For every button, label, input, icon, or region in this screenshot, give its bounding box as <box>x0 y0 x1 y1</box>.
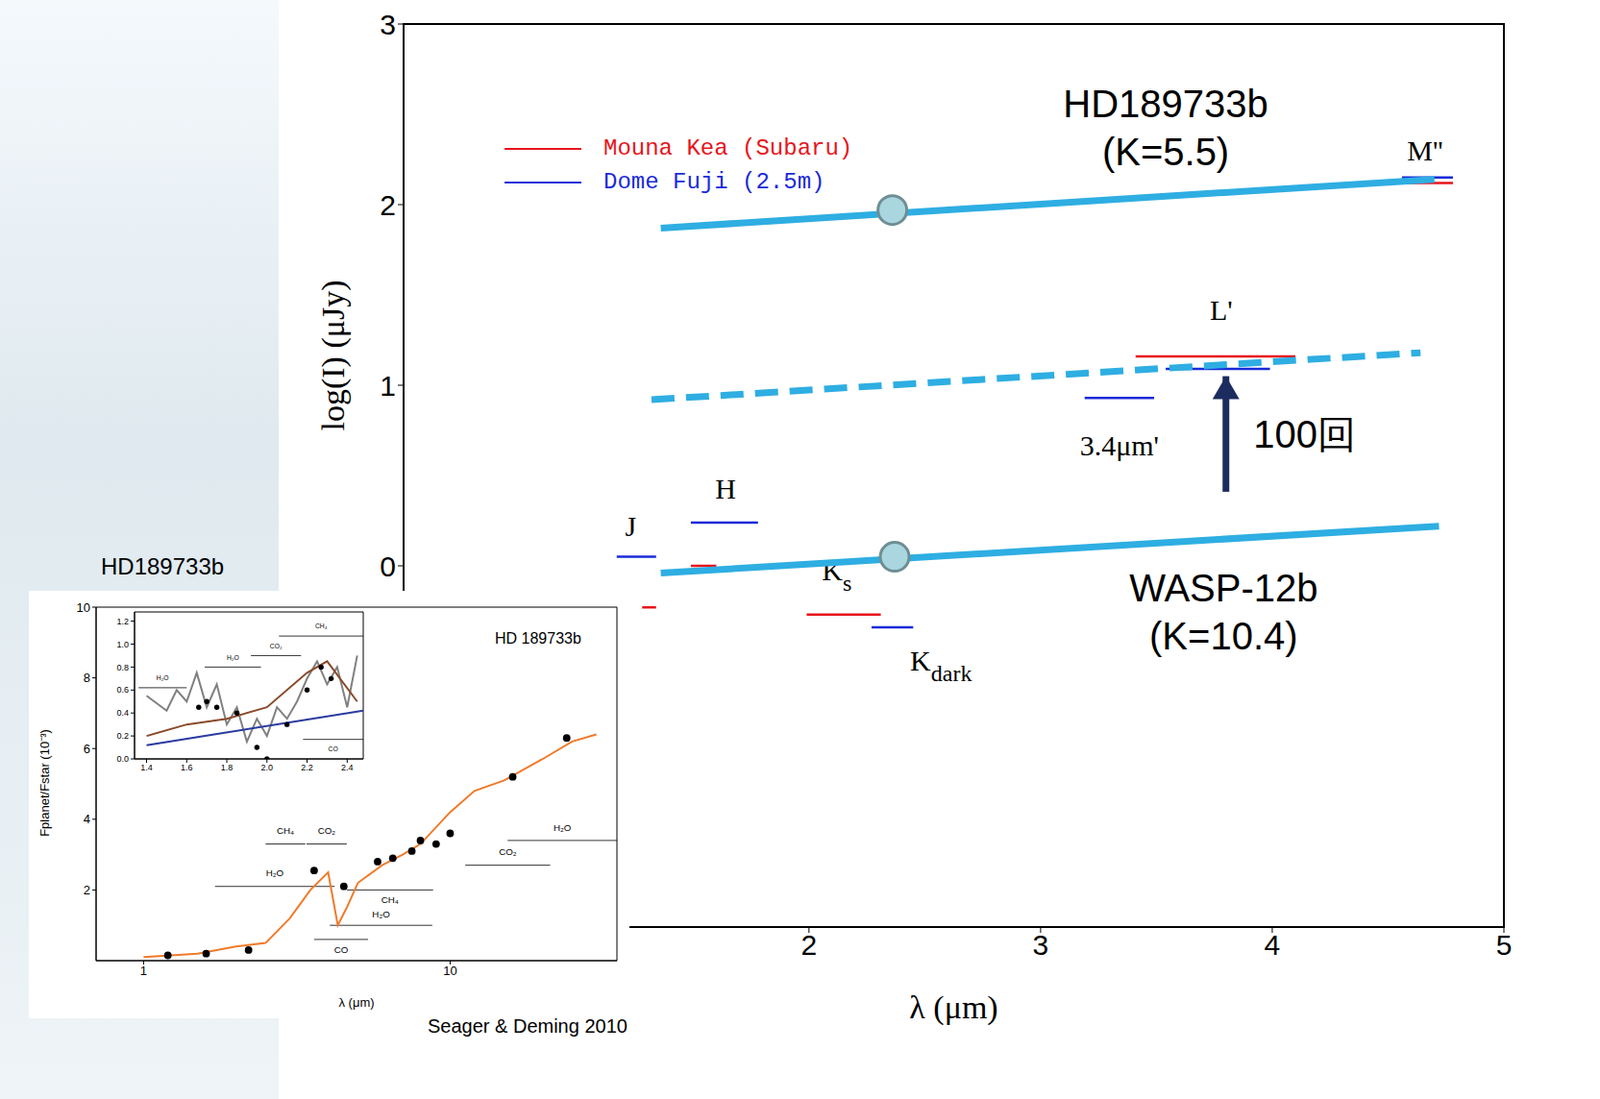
svg-text:CH₄: CH₄ <box>315 622 328 630</box>
svg-text:HD189733b(K=5.5): HD189733b(K=5.5) <box>1062 82 1269 173</box>
svg-text:8: 8 <box>83 670 91 686</box>
svg-text:2.2: 2.2 <box>300 763 314 773</box>
svg-text:1.6: 1.6 <box>180 763 194 773</box>
svg-text:1.4: 1.4 <box>140 763 153 773</box>
svg-text:1: 1 <box>140 963 148 979</box>
svg-text:Kdark: Kdark <box>910 643 972 686</box>
svg-text:1.2: 1.2 <box>116 616 129 627</box>
svg-text:6: 6 <box>83 741 91 757</box>
svg-text:0.4: 0.4 <box>116 708 129 718</box>
svg-text:log(I) (μJy): log(I) (μJy) <box>315 279 352 431</box>
svg-text:WASP-12b(K=10.4): WASP-12b(K=10.4) <box>1129 566 1318 658</box>
svg-text:3: 3 <box>1033 929 1050 961</box>
svg-text:0.6: 0.6 <box>116 685 129 695</box>
svg-text:L': L' <box>1209 294 1233 326</box>
svg-text:M'': M'' <box>1406 134 1444 167</box>
svg-text:2: 2 <box>379 189 396 222</box>
svg-text:H: H <box>714 472 737 505</box>
svg-text:H₂O: H₂O <box>266 867 285 879</box>
svg-text:100回: 100回 <box>1253 413 1356 456</box>
svg-text:10: 10 <box>443 963 457 979</box>
svg-text:CH₄: CH₄ <box>381 894 399 906</box>
svg-text:4: 4 <box>1264 929 1281 961</box>
svg-text:1.0: 1.0 <box>116 640 129 650</box>
svg-text:Ks: Ks <box>821 553 852 595</box>
svg-text:2: 2 <box>83 883 91 898</box>
svg-text:H₂O: H₂O <box>226 654 240 662</box>
svg-text:CH₄: CH₄ <box>276 825 295 837</box>
svg-text:2.0: 2.0 <box>261 763 274 773</box>
svg-text:H₂O: H₂O <box>553 822 572 834</box>
svg-text:Mouna Kea (Subaru): Mouna Kea (Subaru) <box>603 135 853 162</box>
svg-text:Dome Fuji (2.5m): Dome Fuji (2.5m) <box>603 169 825 196</box>
svg-text:CO₂: CO₂ <box>270 642 283 650</box>
svg-text:2: 2 <box>800 929 817 961</box>
svg-text:0.8: 0.8 <box>116 663 129 673</box>
svg-text:Fplanet/Fstar (10⁻³): Fplanet/Fstar (10⁻³) <box>37 729 52 837</box>
svg-text:J: J <box>624 510 637 542</box>
svg-text:CO: CO <box>328 745 339 753</box>
svg-text:0.2: 0.2 <box>116 731 129 741</box>
svg-text:4: 4 <box>83 812 91 827</box>
svg-text:CO₂: CO₂ <box>498 846 517 858</box>
svg-text:10: 10 <box>76 600 91 616</box>
svg-text:λ (μm): λ (μm) <box>338 995 374 1010</box>
svg-text:H₂O: H₂O <box>156 674 170 682</box>
svg-text:λ (μm): λ (μm) <box>909 989 998 1027</box>
svg-text:HD 189733b: HD 189733b <box>494 630 582 647</box>
svg-text:H₂O: H₂O <box>371 909 391 920</box>
svg-text:Seager & Deming 2010: Seager & Deming 2010 <box>427 1015 628 1037</box>
svg-text:5: 5 <box>1496 929 1513 961</box>
svg-text:CO: CO <box>334 944 349 956</box>
svg-text:2.4: 2.4 <box>341 763 354 773</box>
svg-text:1: 1 <box>379 369 396 402</box>
svg-text:0.0: 0.0 <box>116 754 129 764</box>
svg-text:1.8: 1.8 <box>221 763 234 773</box>
svg-text:CO₂: CO₂ <box>318 825 337 837</box>
svg-text:HD189733b: HD189733b <box>100 553 224 580</box>
svg-text:0: 0 <box>379 550 396 583</box>
svg-text:3: 3 <box>379 8 396 41</box>
svg-text:3.4μm': 3.4μm' <box>1080 429 1159 462</box>
